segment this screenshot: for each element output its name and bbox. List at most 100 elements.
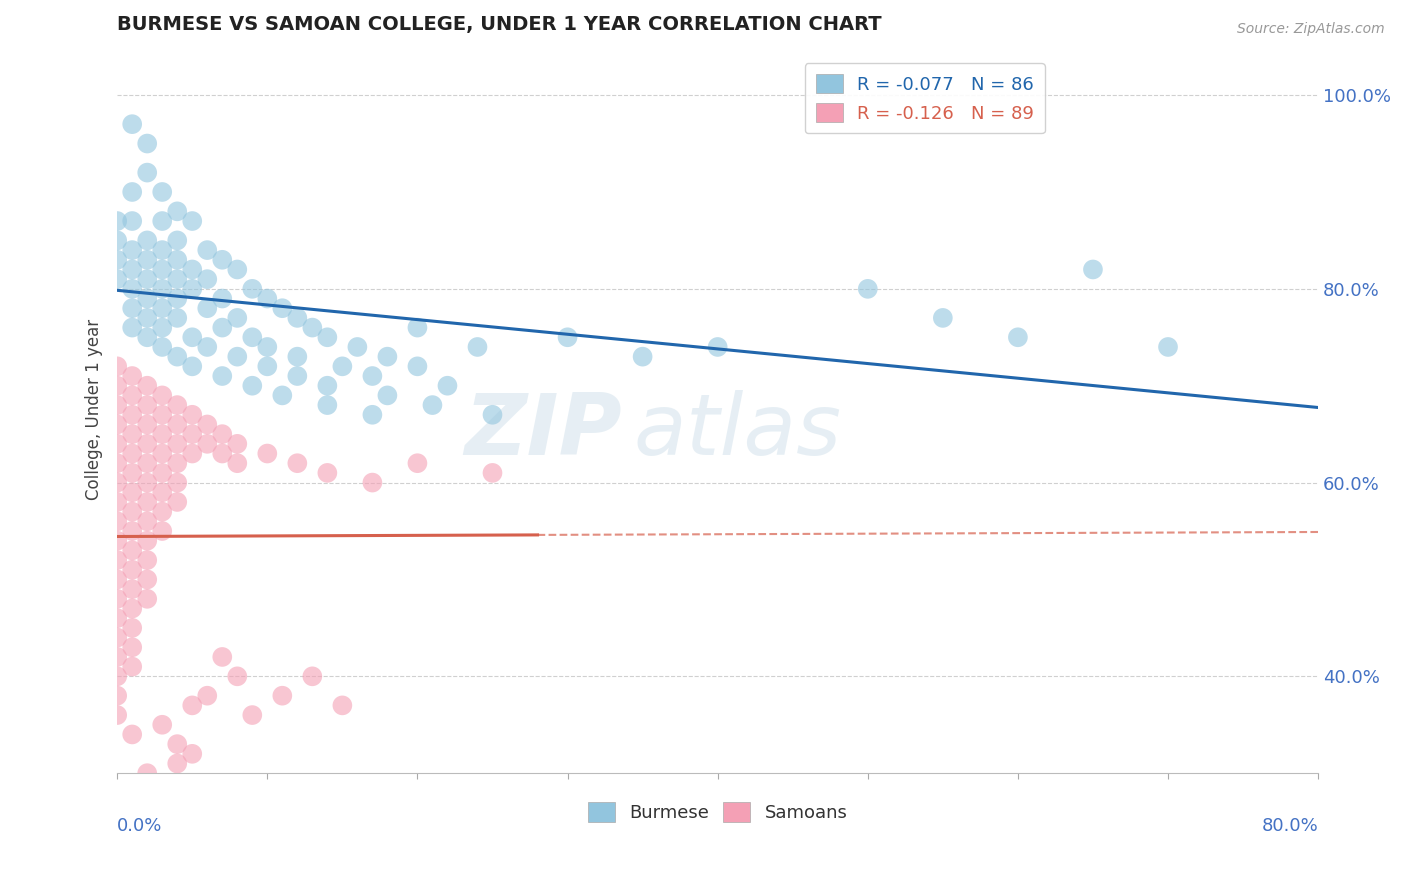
Point [121,243,143,257]
Point [436,378,458,392]
Point [136,766,159,780]
Point [150,262,173,277]
Point [105,495,128,509]
Point [150,340,173,354]
Point [226,350,249,364]
Point [181,747,204,761]
Point [226,437,249,451]
Point [136,378,159,392]
Point [105,669,128,683]
Point [136,795,159,809]
Point [211,252,233,267]
Point [150,485,173,500]
Point [631,350,654,364]
Point [136,310,159,325]
Point [316,466,339,480]
Legend: Burmese, Samoans: Burmese, Samoans [581,795,855,830]
Point [226,262,249,277]
Point [105,398,128,412]
Point [105,611,128,625]
Point [105,417,128,432]
Point [121,524,143,538]
Point [211,320,233,334]
Point [166,456,188,470]
Point [240,378,263,392]
Point [256,340,278,354]
Point [150,408,173,422]
Point [271,689,294,703]
Point [271,388,294,402]
Point [166,437,188,451]
Point [150,446,173,460]
Point [121,659,143,673]
Point [211,649,233,664]
Point [105,649,128,664]
Text: BURMESE VS SAMOAN COLLEGE, UNDER 1 YEAR CORRELATION CHART: BURMESE VS SAMOAN COLLEGE, UNDER 1 YEAR … [117,15,882,34]
Point [361,408,384,422]
Point [181,359,204,374]
Text: ZIP: ZIP [464,390,621,474]
Point [121,369,143,384]
Point [481,466,503,480]
Point [136,252,159,267]
Point [105,708,128,723]
Point [121,282,143,296]
Point [406,456,429,470]
Text: Source: ZipAtlas.com: Source: ZipAtlas.com [1237,22,1385,37]
Point [181,262,204,277]
Point [121,320,143,334]
Point [211,369,233,384]
Point [301,320,323,334]
Point [377,388,399,402]
Point [105,631,128,645]
Point [136,495,159,509]
Point [105,359,128,374]
Point [166,252,188,267]
Point [166,475,188,490]
Point [557,330,579,344]
Point [240,282,263,296]
Point [166,204,188,219]
Point [105,573,128,587]
Point [301,669,323,683]
Point [166,417,188,432]
Point [150,301,173,316]
Point [1157,340,1180,354]
Point [105,252,128,267]
Point [150,466,173,480]
Point [105,514,128,528]
Point [105,214,128,228]
Point [105,234,128,248]
Point [1007,330,1029,344]
Point [121,621,143,635]
Point [256,446,278,460]
Point [166,350,188,364]
Point [181,214,204,228]
Text: 0.0%: 0.0% [117,817,163,835]
Point [332,359,354,374]
Point [211,427,233,442]
Point [481,408,503,422]
Text: atlas: atlas [634,390,842,474]
Point [166,234,188,248]
Point [166,292,188,306]
Point [150,427,173,442]
Point [226,669,249,683]
Point [150,320,173,334]
Point [316,330,339,344]
Point [256,292,278,306]
Point [121,466,143,480]
Point [195,272,218,286]
Point [361,475,384,490]
Point [136,533,159,548]
Point [285,456,308,470]
Point [150,185,173,199]
Point [856,282,879,296]
Point [181,698,204,713]
Point [136,292,159,306]
Point [136,573,159,587]
Point [121,563,143,577]
Point [422,398,444,412]
Text: 80.0%: 80.0% [1261,817,1319,835]
Point [256,359,278,374]
